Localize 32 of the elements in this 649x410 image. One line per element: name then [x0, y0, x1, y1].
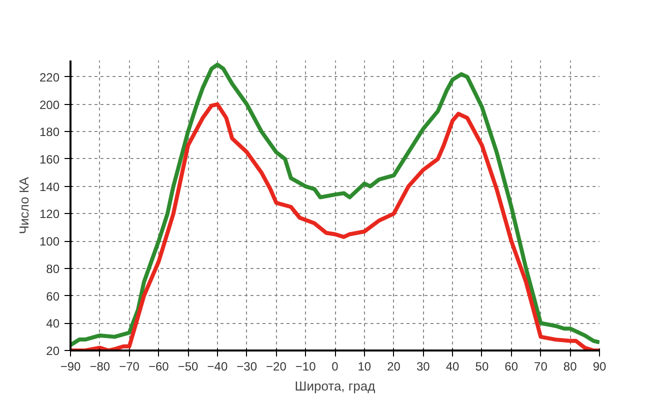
y-tick-label: 60 — [46, 289, 60, 304]
y-tick-label: 200 — [39, 98, 60, 112]
x-tick-label: 80 — [563, 360, 578, 374]
x-tick-label: −90 — [60, 360, 82, 374]
x-tick-label: −40 — [207, 360, 228, 374]
y-tick-label: 120 — [39, 207, 60, 222]
x-tick-label: −10 — [295, 360, 316, 374]
y-tick-label: 40 — [46, 316, 60, 331]
y-tick-label: 180 — [39, 125, 60, 140]
x-tick-label: 20 — [387, 360, 401, 374]
y-tick-label: 100 — [39, 234, 60, 249]
y-axis-title: Число КА — [16, 176, 32, 234]
x-tick-label: 70 — [534, 360, 548, 374]
x-tick-label: 40 — [446, 360, 460, 374]
x-tick-label: 90 — [592, 360, 606, 374]
x-axis-title: Широта, град — [294, 378, 376, 394]
x-tick-label: −70 — [119, 360, 140, 374]
x-tick-label: 50 — [475, 360, 489, 374]
x-tick-label: 10 — [358, 360, 372, 374]
x-tick-label: 60 — [504, 360, 518, 374]
x-tick-label: −80 — [90, 360, 110, 374]
y-tick-label: 140 — [39, 180, 60, 194]
x-tick-label: −60 — [148, 360, 170, 374]
y-tick-label: 80 — [46, 262, 60, 276]
y-tick-label: 160 — [39, 152, 60, 166]
y-tick-label: 220 — [39, 70, 60, 84]
y-tick-label: 20 — [46, 344, 60, 358]
x-tick-label: 30 — [416, 360, 430, 374]
x-tick-label: −20 — [266, 360, 287, 374]
x-tick-label: 0 — [332, 360, 339, 374]
x-tick-label: −50 — [178, 360, 199, 374]
x-tick-label: −30 — [236, 360, 258, 374]
